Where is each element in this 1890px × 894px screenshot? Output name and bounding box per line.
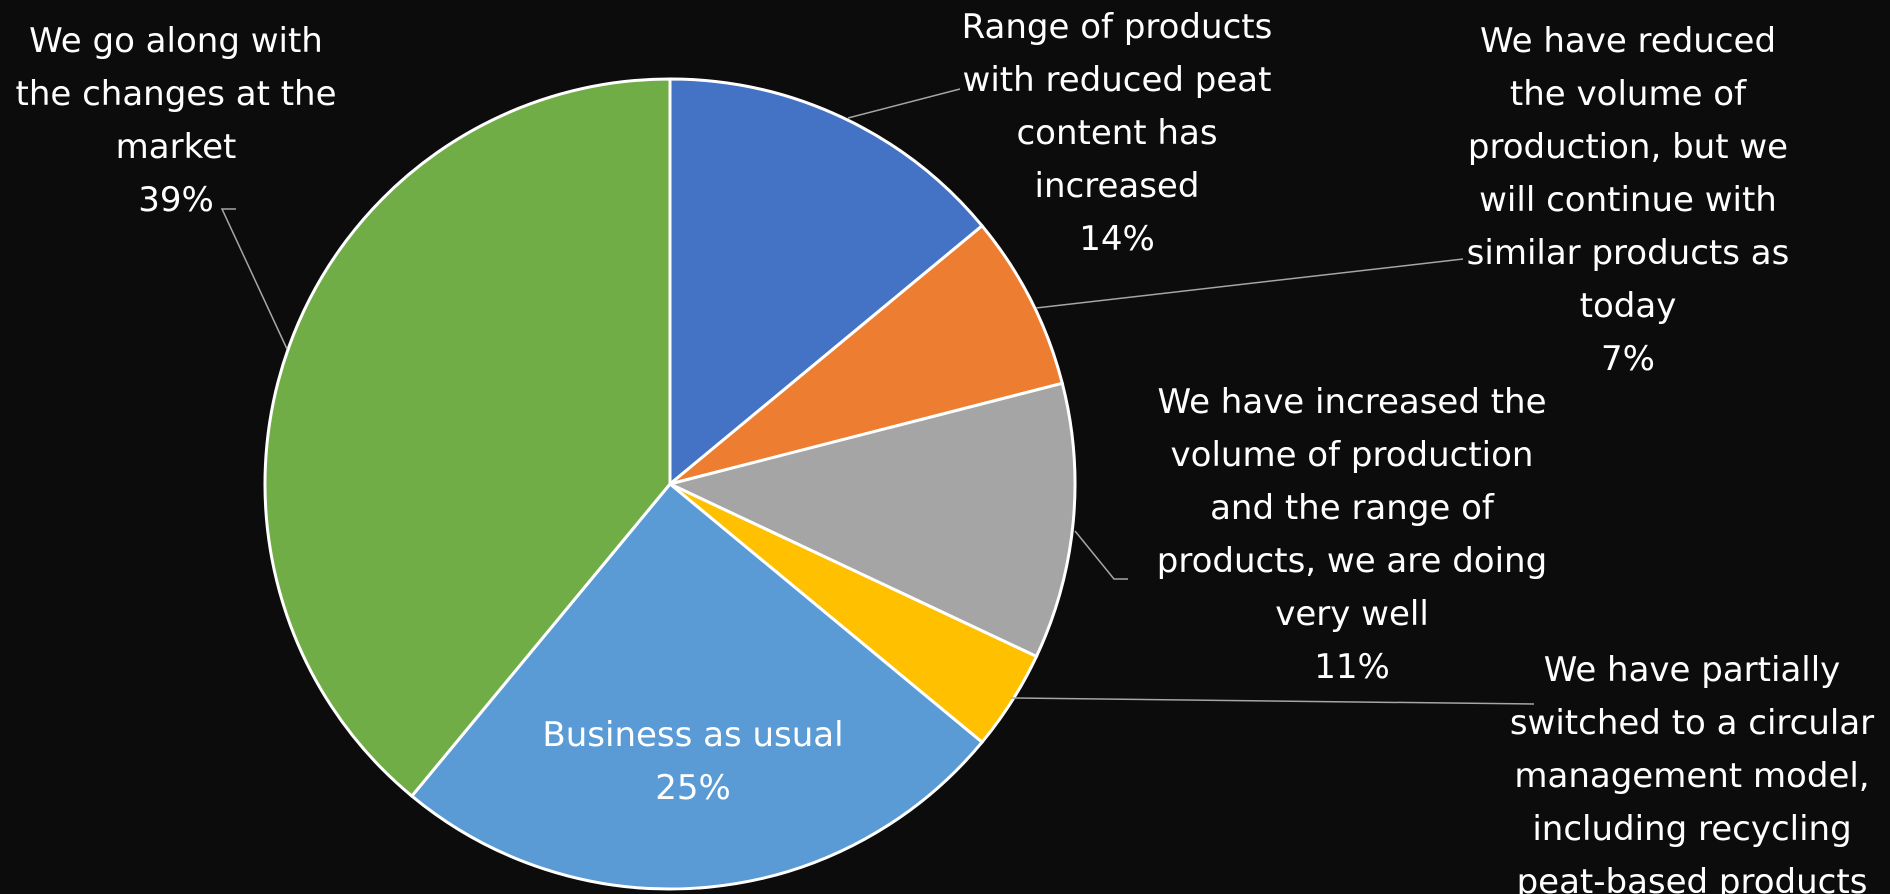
data-label: We have partially switched to a circular m… bbox=[1510, 650, 1874, 894]
data-label: We have increased the volume of productio… bbox=[1157, 382, 1547, 687]
pie-slice bbox=[263, 77, 672, 799]
leader-line bbox=[220, 208, 288, 350]
pie-slice bbox=[665, 381, 1077, 659]
data-label: Business as usual 25% bbox=[542, 715, 843, 808]
data-labels: Range of products with reduced peat conten… bbox=[15, 7, 1874, 894]
data-label: Range of products with reduced peat conten… bbox=[962, 7, 1273, 259]
leader-line bbox=[1035, 258, 1464, 309]
leader-lines bbox=[220, 88, 1535, 705]
data-label: We go along with the changes at the market… bbox=[15, 21, 336, 220]
pie-slice bbox=[668, 77, 985, 488]
pie-slices bbox=[263, 77, 1077, 891]
leader-line bbox=[1074, 530, 1128, 580]
leader-line bbox=[847, 88, 961, 119]
leader-line bbox=[1010, 697, 1535, 705]
pie-slice bbox=[409, 481, 985, 891]
pie-slice bbox=[669, 223, 1065, 486]
data-label: We have reduced the volume of production, … bbox=[1467, 21, 1790, 379]
